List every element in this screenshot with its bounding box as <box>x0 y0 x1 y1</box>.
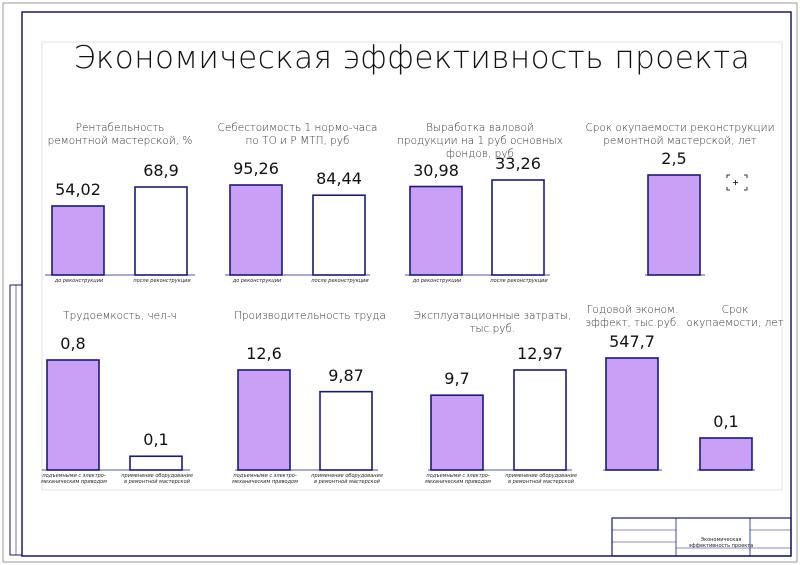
category-label: применение оборудования в ремонтной маст… <box>121 473 193 485</box>
value-label: 0,1 <box>713 412 739 431</box>
category-label: до реконструкции <box>412 278 462 284</box>
category-label: до реконструкции <box>232 278 282 284</box>
bar <box>699 437 753 471</box>
bar <box>605 357 659 471</box>
bar <box>491 179 545 276</box>
value-label: 54,02 <box>55 180 101 199</box>
chart-title: Себестоимость 1 нормо-часа по ТО и Р МТП… <box>217 122 378 147</box>
value-label: 95,26 <box>233 159 279 178</box>
bar <box>430 394 484 471</box>
value-label: 0,1 <box>143 430 169 450</box>
category-label: после реконструкции <box>311 278 369 284</box>
chart-title: Срок окупаемости, лет <box>686 304 784 329</box>
category-label: после реконструкции <box>490 278 548 284</box>
value-label: 33,26 <box>495 154 541 173</box>
chart-title: Производительность труда <box>234 310 386 322</box>
value-label: 0,8 <box>60 334 86 353</box>
category-label: подъемными с электро-механическим привод… <box>232 473 298 485</box>
bar <box>129 455 183 471</box>
value-label: 12,6 <box>246 344 282 363</box>
value-label: 9,87 <box>328 365 364 385</box>
chart-title: Срок окупаемости реконструкции ремонтной… <box>585 122 775 147</box>
bar <box>647 174 701 276</box>
category-label: после реконструкции <box>133 278 191 284</box>
chart-title: Выработка валовой продукции на 1 руб осн… <box>397 122 563 160</box>
bar <box>237 369 291 471</box>
bar <box>51 205 105 276</box>
stamp-title: Экономическая эффективность проекта <box>688 537 754 549</box>
bar <box>46 359 100 471</box>
category-label: подъемными с электро-механическим привод… <box>425 473 491 485</box>
bar <box>229 184 283 276</box>
chart-title: Рентабельность ремонтной мастерской, % <box>47 122 193 147</box>
value-label: 2,5 <box>661 149 687 168</box>
value-label: 12,97 <box>517 344 563 363</box>
category-label: применение оборудования в ремонтной маст… <box>505 473 577 485</box>
chart-title: Годовой эконом. эффект, тыс.руб. <box>585 304 680 329</box>
bar <box>134 186 188 276</box>
chart-title: Трудоемкость, чел-ч <box>63 310 177 322</box>
value-label: 84,44 <box>316 169 362 189</box>
chart-title: Эксплуатационные затраты, тыс.руб. <box>413 310 572 335</box>
bar <box>513 369 567 471</box>
main-title: Экономическая эффективность проекта <box>73 40 751 76</box>
value-label: 9,7 <box>444 369 470 389</box>
category-label: применение оборудования в ремонтной маст… <box>311 473 383 485</box>
value-label: 547,7 <box>609 332 655 351</box>
bar <box>409 185 463 276</box>
value-label: 30,98 <box>413 160 459 180</box>
category-label: до реконструкции <box>54 278 104 284</box>
bar <box>319 390 373 471</box>
category-label: подъемными с электро-механическим привод… <box>41 473 107 485</box>
value-label: 68,9 <box>143 161 179 180</box>
bar <box>312 194 366 276</box>
